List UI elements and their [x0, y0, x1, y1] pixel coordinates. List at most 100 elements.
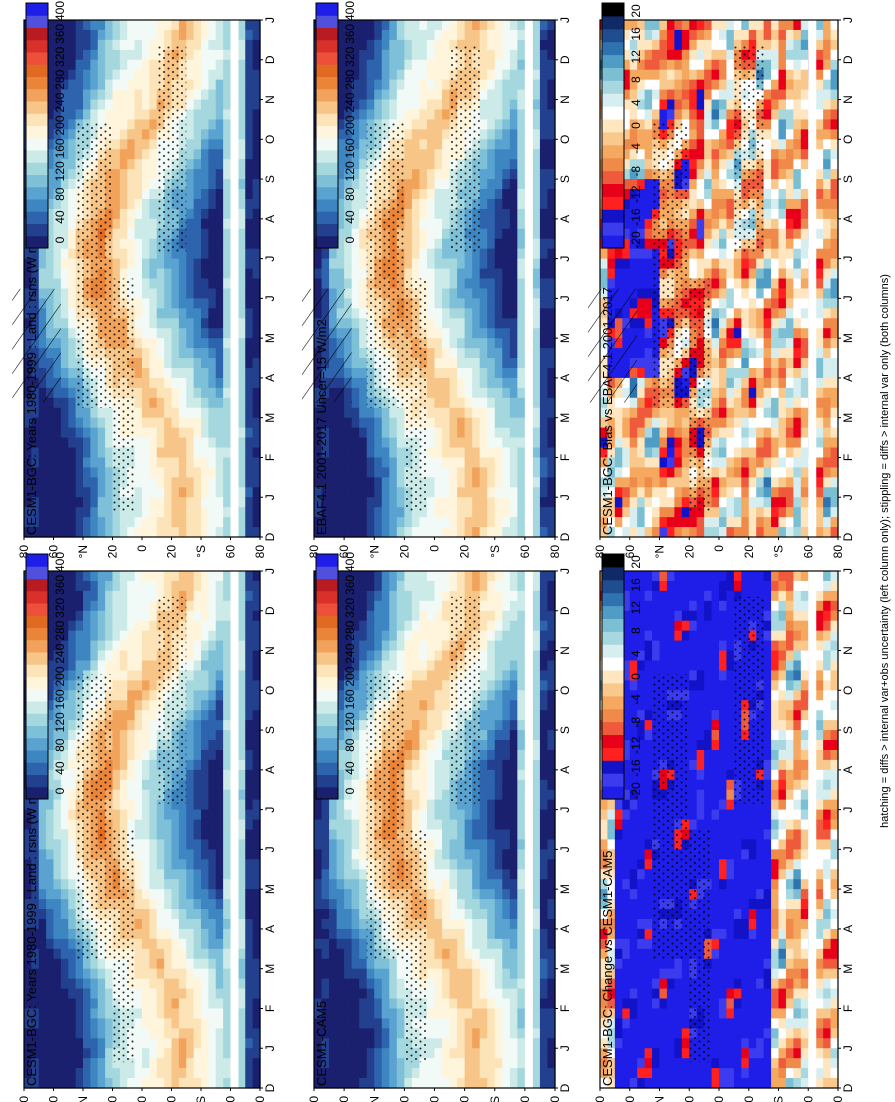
heatmap-cell — [321, 527, 330, 538]
heatmap-cell — [127, 268, 136, 280]
heatmap-cell — [457, 447, 466, 459]
heatmap-cell — [532, 298, 541, 309]
heatmap-cell — [419, 89, 428, 101]
heatmap-cell — [726, 179, 735, 190]
heatmap-cell — [659, 467, 668, 478]
heatmap-cell — [785, 338, 794, 349]
heatmap-cell — [46, 238, 55, 250]
heatmap-cell — [164, 487, 173, 498]
heatmap-cell — [60, 20, 69, 31]
heatmap-cell — [509, 377, 518, 389]
heatmap-cell — [359, 20, 368, 31]
heatmap-cell — [494, 487, 503, 498]
heatmap-cell — [666, 457, 675, 469]
heatmap-cell — [494, 377, 503, 389]
heatmap-cell — [442, 308, 451, 319]
heatmap-cell — [681, 487, 690, 498]
heatmap-cell — [156, 377, 165, 389]
heatmap-cell — [193, 258, 202, 270]
month-tick-label: M — [263, 413, 277, 423]
heatmap-cell — [237, 517, 246, 528]
heatmap-cell — [778, 49, 787, 61]
heatmap-cells — [600, 20, 839, 538]
heatmap-cell — [502, 238, 511, 250]
heatmap-cell — [711, 328, 720, 339]
heatmap-cell — [223, 89, 232, 101]
heatmap-cell — [614, 278, 623, 290]
heatmap-cell — [771, 447, 780, 459]
heatmap-cell — [105, 20, 114, 31]
heatmap-cell — [97, 427, 106, 439]
heatmap-cell — [112, 189, 121, 200]
heatmap-cell — [763, 487, 772, 498]
heatmap-cell — [208, 248, 217, 260]
heatmap-cell — [741, 278, 750, 290]
heatmap-cell — [622, 119, 631, 130]
heatmap-cell — [134, 228, 143, 240]
heatmap-cell — [426, 179, 436, 190]
heatmap-cell — [24, 517, 32, 528]
heatmap-cell — [31, 407, 40, 419]
heatmap-cell — [366, 109, 375, 121]
heatmap-cell — [502, 477, 511, 488]
heatmap-cell — [208, 417, 217, 429]
heatmap-cell — [532, 278, 541, 290]
heatmap-cell — [442, 248, 451, 260]
heatmap-cell — [778, 179, 787, 190]
heatmap-cell — [142, 109, 150, 121]
heatmap-cell — [164, 278, 173, 290]
heatmap-cell — [800, 59, 809, 71]
heatmap-cell — [539, 248, 549, 260]
heatmap-cell — [719, 437, 728, 449]
heatmap-cell — [208, 387, 217, 399]
heatmap-cell — [134, 288, 143, 299]
heatmap-cell — [793, 89, 802, 101]
heatmap-cell — [366, 99, 375, 111]
heatmap-cell — [97, 517, 106, 528]
heatmap-cell — [83, 49, 91, 61]
heatmap-cell — [502, 109, 511, 121]
heatmap-cell — [509, 139, 518, 150]
heatmap-cell — [396, 527, 405, 538]
heatmap-cell — [201, 69, 209, 81]
heatmap-cell — [46, 79, 55, 91]
heatmap-cell — [464, 517, 473, 528]
heatmap-cell — [366, 447, 375, 459]
heatmap-cell — [800, 447, 809, 459]
heatmap-cell — [494, 238, 503, 250]
heatmap-cell — [419, 99, 428, 111]
heatmap-cell — [252, 298, 261, 309]
heatmap-cell — [689, 189, 698, 200]
heatmap-cell — [193, 457, 202, 469]
heatmap-cell — [178, 328, 187, 339]
heatmap-cell — [741, 427, 750, 439]
heatmap-cell — [509, 467, 518, 478]
heatmap-cell — [449, 39, 458, 51]
heatmap-cell — [719, 447, 728, 459]
heatmap-cell — [652, 69, 661, 81]
heatmap-cell — [193, 427, 202, 439]
heatmap-cell — [336, 527, 345, 538]
heatmap-cell — [193, 288, 202, 299]
heatmap-cell — [622, 149, 631, 160]
heatmap-cell — [644, 397, 653, 409]
heatmap-cell — [68, 298, 77, 309]
heatmap-cell — [374, 89, 383, 101]
heatmap-cell — [46, 99, 55, 111]
heatmap-cell — [502, 248, 511, 260]
heatmap-cell — [539, 387, 549, 399]
heatmap-cell — [719, 198, 728, 210]
heatmap-cell — [201, 59, 209, 71]
heatmap-cell — [487, 507, 496, 518]
heatmap-cell — [756, 20, 765, 31]
heatmap-cell — [223, 109, 232, 121]
heatmap-cell — [178, 288, 187, 299]
heatmap-cell — [464, 367, 473, 379]
heatmap-cell — [208, 218, 217, 230]
heatmap-cell — [539, 407, 549, 419]
heatmap-cell — [800, 387, 809, 399]
heatmap-cell — [644, 328, 653, 339]
heatmap-cell — [46, 517, 55, 528]
heatmap-cell — [68, 497, 77, 508]
heatmap-cell — [726, 258, 735, 270]
